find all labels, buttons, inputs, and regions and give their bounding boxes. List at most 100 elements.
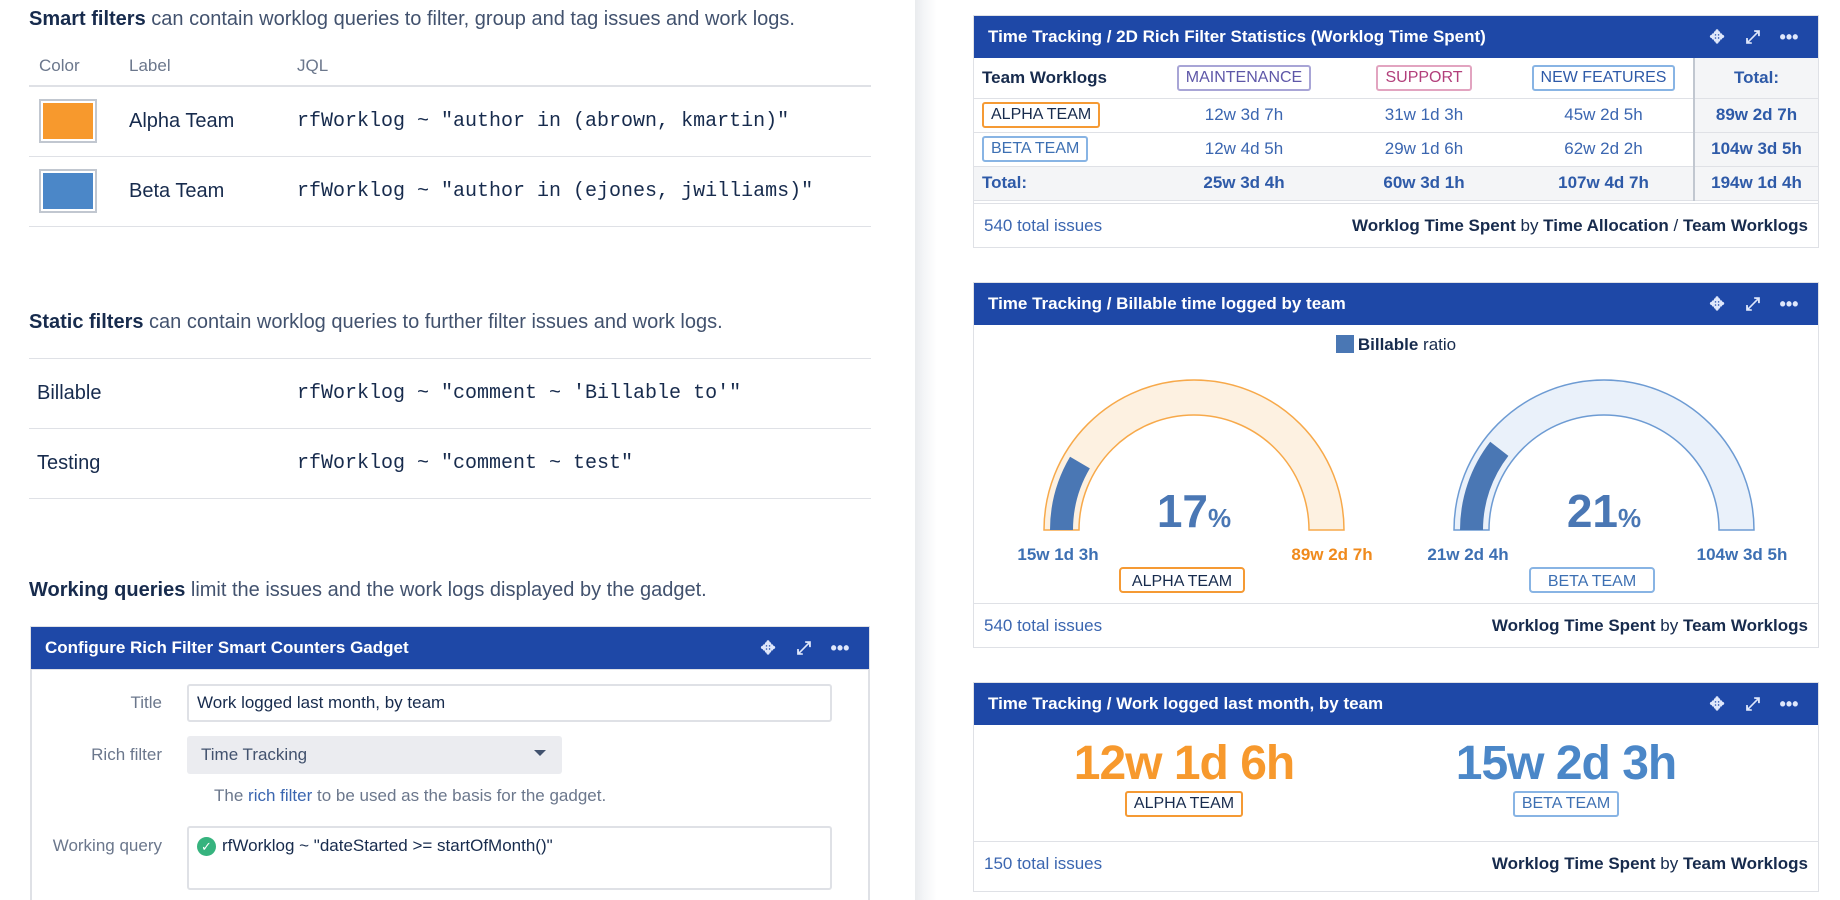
row-total[interactable]: 104w 3d 5h [1693, 132, 1818, 167]
title-label: Title [130, 693, 163, 712]
footer-description: Worklog Time Spent by Team Worklogs [1491, 615, 1808, 635]
table-row: Beta Team rfWorklog ~ "author in (ejones… [29, 156, 871, 227]
color-swatch[interactable] [39, 99, 97, 144]
static-filters-term: Static filters [29, 311, 144, 333]
stat-cell[interactable]: 31w 1d 3h [1334, 98, 1514, 133]
gauge-team-tag-box [1119, 567, 1245, 593]
filter-label: Beta Team [129, 156, 297, 227]
counter-tag-beta: BETA TEAM [1512, 791, 1620, 817]
stat-cell[interactable]: 12w 3d 7h [1154, 98, 1334, 133]
smart-filters-term: Smart filters [29, 8, 146, 30]
expand-icon[interactable]: ⤢ [1745, 27, 1761, 47]
counter-value: 15w 2d 3h [1455, 737, 1677, 790]
column-total[interactable]: 60w 3d 1h [1334, 166, 1514, 201]
row-total[interactable]: 89w 2d 7h [1693, 98, 1818, 133]
row-tag-alpha[interactable]: ALPHA TEAM [982, 102, 1101, 128]
column-tag-support[interactable]: SUPPORT [1376, 64, 1472, 91]
stats-gadget-title: Time Tracking / 2D Rich Filter Statistic… [988, 27, 1486, 46]
counters-gadget-footer: 150 total issues Worklog Time Spent by T… [974, 841, 1818, 885]
expand-icon[interactable]: ⤢ [796, 638, 812, 658]
gauge-fill [1460, 441, 1509, 530]
table-row: BETA TEAM 12w 4d 5h 29w 1d 6h 62w 2d 2h … [974, 132, 1818, 167]
column-total[interactable]: 25w 3d 4h [1154, 166, 1334, 201]
footer-description: Worklog Time Spent by Time Allocation / … [1352, 215, 1808, 235]
more-icon[interactable]: ••• [830, 638, 850, 658]
more-icon[interactable]: ••• [1779, 294, 1799, 314]
grand-total[interactable]: 194w 1d 4h [1693, 166, 1818, 201]
col-color-header: Color [29, 46, 129, 87]
counter-alpha[interactable]: 12w 1d 6h ALPHA TEAM [1034, 737, 1334, 817]
expand-icon[interactable]: ⤢ [1745, 294, 1761, 314]
legend-label-rest: ratio [1418, 335, 1457, 354]
totals-row: Total: 25w 3d 4h 60w 3d 1h 107w 4d 7h 19… [974, 166, 1818, 201]
filter-jql: rfWorklog ~ "author in (ejones, jwilliam… [297, 156, 871, 227]
filter-label: Alpha Team [129, 86, 297, 157]
move-icon[interactable]: ✥ [1709, 294, 1725, 314]
gauge-team-tag-box [1529, 567, 1655, 593]
more-icon[interactable]: ••• [1779, 27, 1799, 47]
gauge-fill [1050, 456, 1090, 530]
billable-gadget-header: Time Tracking / Billable time logged by … [974, 283, 1818, 325]
filter-jql: rfWorklog ~ "author in (abrown, kmartin)… [297, 86, 871, 157]
gauge-percent: 17% [1157, 485, 1231, 537]
smart-filters-table: Color Label JQL Alpha Team rfWorklog ~ "… [29, 46, 871, 227]
filter-jql: rfWorklog ~ "comment ~ test" [297, 428, 871, 499]
smart-filters-intro: Smart filters can contain worklog querie… [29, 8, 795, 31]
table-row: Billable rfWorklog ~ "comment ~ 'Billabl… [29, 358, 871, 429]
stat-cell[interactable]: 45w 2d 5h [1514, 98, 1694, 133]
stat-cell[interactable]: 62w 2d 2h [1514, 132, 1694, 167]
col-jql-header: JQL [297, 46, 871, 87]
working-queries-intro: Working queries limit the issues and the… [29, 579, 707, 602]
gauge-max-label: 89w 2d 7h [1291, 545, 1372, 564]
row-tag-beta[interactable]: BETA TEAM [982, 136, 1089, 162]
total-issues-link[interactable]: 540 total issues [984, 615, 1103, 635]
working-query-label: Working query [52, 836, 162, 855]
stats-table: Team Worklogs MAINTENANCE SUPPORT NEW FE… [974, 58, 1818, 201]
working-queries-term: Working queries [29, 579, 186, 601]
counter-value: 12w 1d 6h [1073, 737, 1295, 790]
more-icon[interactable]: ••• [1779, 694, 1799, 714]
move-icon[interactable]: ✥ [1709, 694, 1725, 714]
move-icon[interactable]: ✥ [760, 638, 776, 658]
col-label-header: Label [129, 46, 297, 87]
rich-filter-hint: The rich filter to be used as the basis … [32, 786, 868, 806]
title-input[interactable]: Work logged last month, by team [187, 684, 832, 722]
config-gadget-header: Configure Rich Filter Smart Counters Gad… [31, 627, 869, 669]
stats-gadget-footer: 540 total issues Worklog Time Spent by T… [974, 203, 1818, 247]
rich-filter-link[interactable]: rich filter [248, 786, 313, 805]
counter-tag-alpha: ALPHA TEAM [1124, 791, 1244, 817]
column-tag-maintenance[interactable]: MAINTENANCE [1176, 64, 1312, 91]
billable-gadget-title: Time Tracking / Billable time logged by … [988, 294, 1346, 313]
corner-header: Team Worklogs [974, 58, 1154, 99]
counters-gadget-header: Time Tracking / Work logged last month, … [974, 683, 1818, 725]
rich-filter-select[interactable]: Time Tracking [187, 736, 562, 774]
color-swatch[interactable] [39, 169, 97, 213]
hint-text-pre: The [214, 786, 244, 805]
static-filters-desc: can contain worklog queries to further f… [143, 311, 723, 333]
legend-label-bold: Billable [1357, 335, 1419, 354]
column-total[interactable]: 107w 4d 7h [1514, 166, 1694, 201]
static-filters-table: Billable rfWorklog ~ "comment ~ 'Billabl… [29, 358, 871, 499]
counter-beta[interactable]: 15w 2d 3h BETA TEAM [1416, 737, 1716, 817]
working-query-input[interactable]: ✓ rfWorklog ~ "dateStarted >= startOfMon… [187, 826, 832, 890]
totals-label: Total: [974, 166, 1154, 201]
rich-filter-value: Time Tracking [201, 745, 308, 764]
counters-gadget: Time Tracking / Work logged last month, … [973, 682, 1819, 892]
filter-label: Testing [29, 428, 297, 499]
working-query-value: rfWorklog ~ "dateStarted >= startOfMonth… [222, 836, 553, 855]
legend-swatch [1335, 335, 1354, 353]
billable-gadget: Time Tracking / Billable time logged by … [973, 282, 1819, 648]
gauge-min-label: 15w 1d 3h [1017, 545, 1098, 564]
stat-cell[interactable]: 12w 4d 5h [1154, 132, 1334, 167]
column-tag-new-features[interactable]: NEW FEATURES [1531, 64, 1676, 91]
stat-cell[interactable]: 29w 1d 6h [1334, 132, 1514, 167]
stats-gadget-header: Time Tracking / 2D Rich Filter Statistic… [974, 16, 1818, 58]
check-circle-icon: ✓ [197, 837, 216, 856]
table-row: Testing rfWorklog ~ "comment ~ test" [29, 428, 871, 499]
gauge-chart: 17% 15w 1d 3h 89w 2d 7h ALPHA TEAM 21% 21w 2d… [1017, 379, 1787, 593]
total-issues-link[interactable]: 150 total issues [984, 853, 1103, 873]
total-issues-link[interactable]: 540 total issues [984, 215, 1103, 235]
expand-icon[interactable]: ⤢ [1745, 694, 1761, 714]
move-icon[interactable]: ✥ [1709, 27, 1725, 47]
